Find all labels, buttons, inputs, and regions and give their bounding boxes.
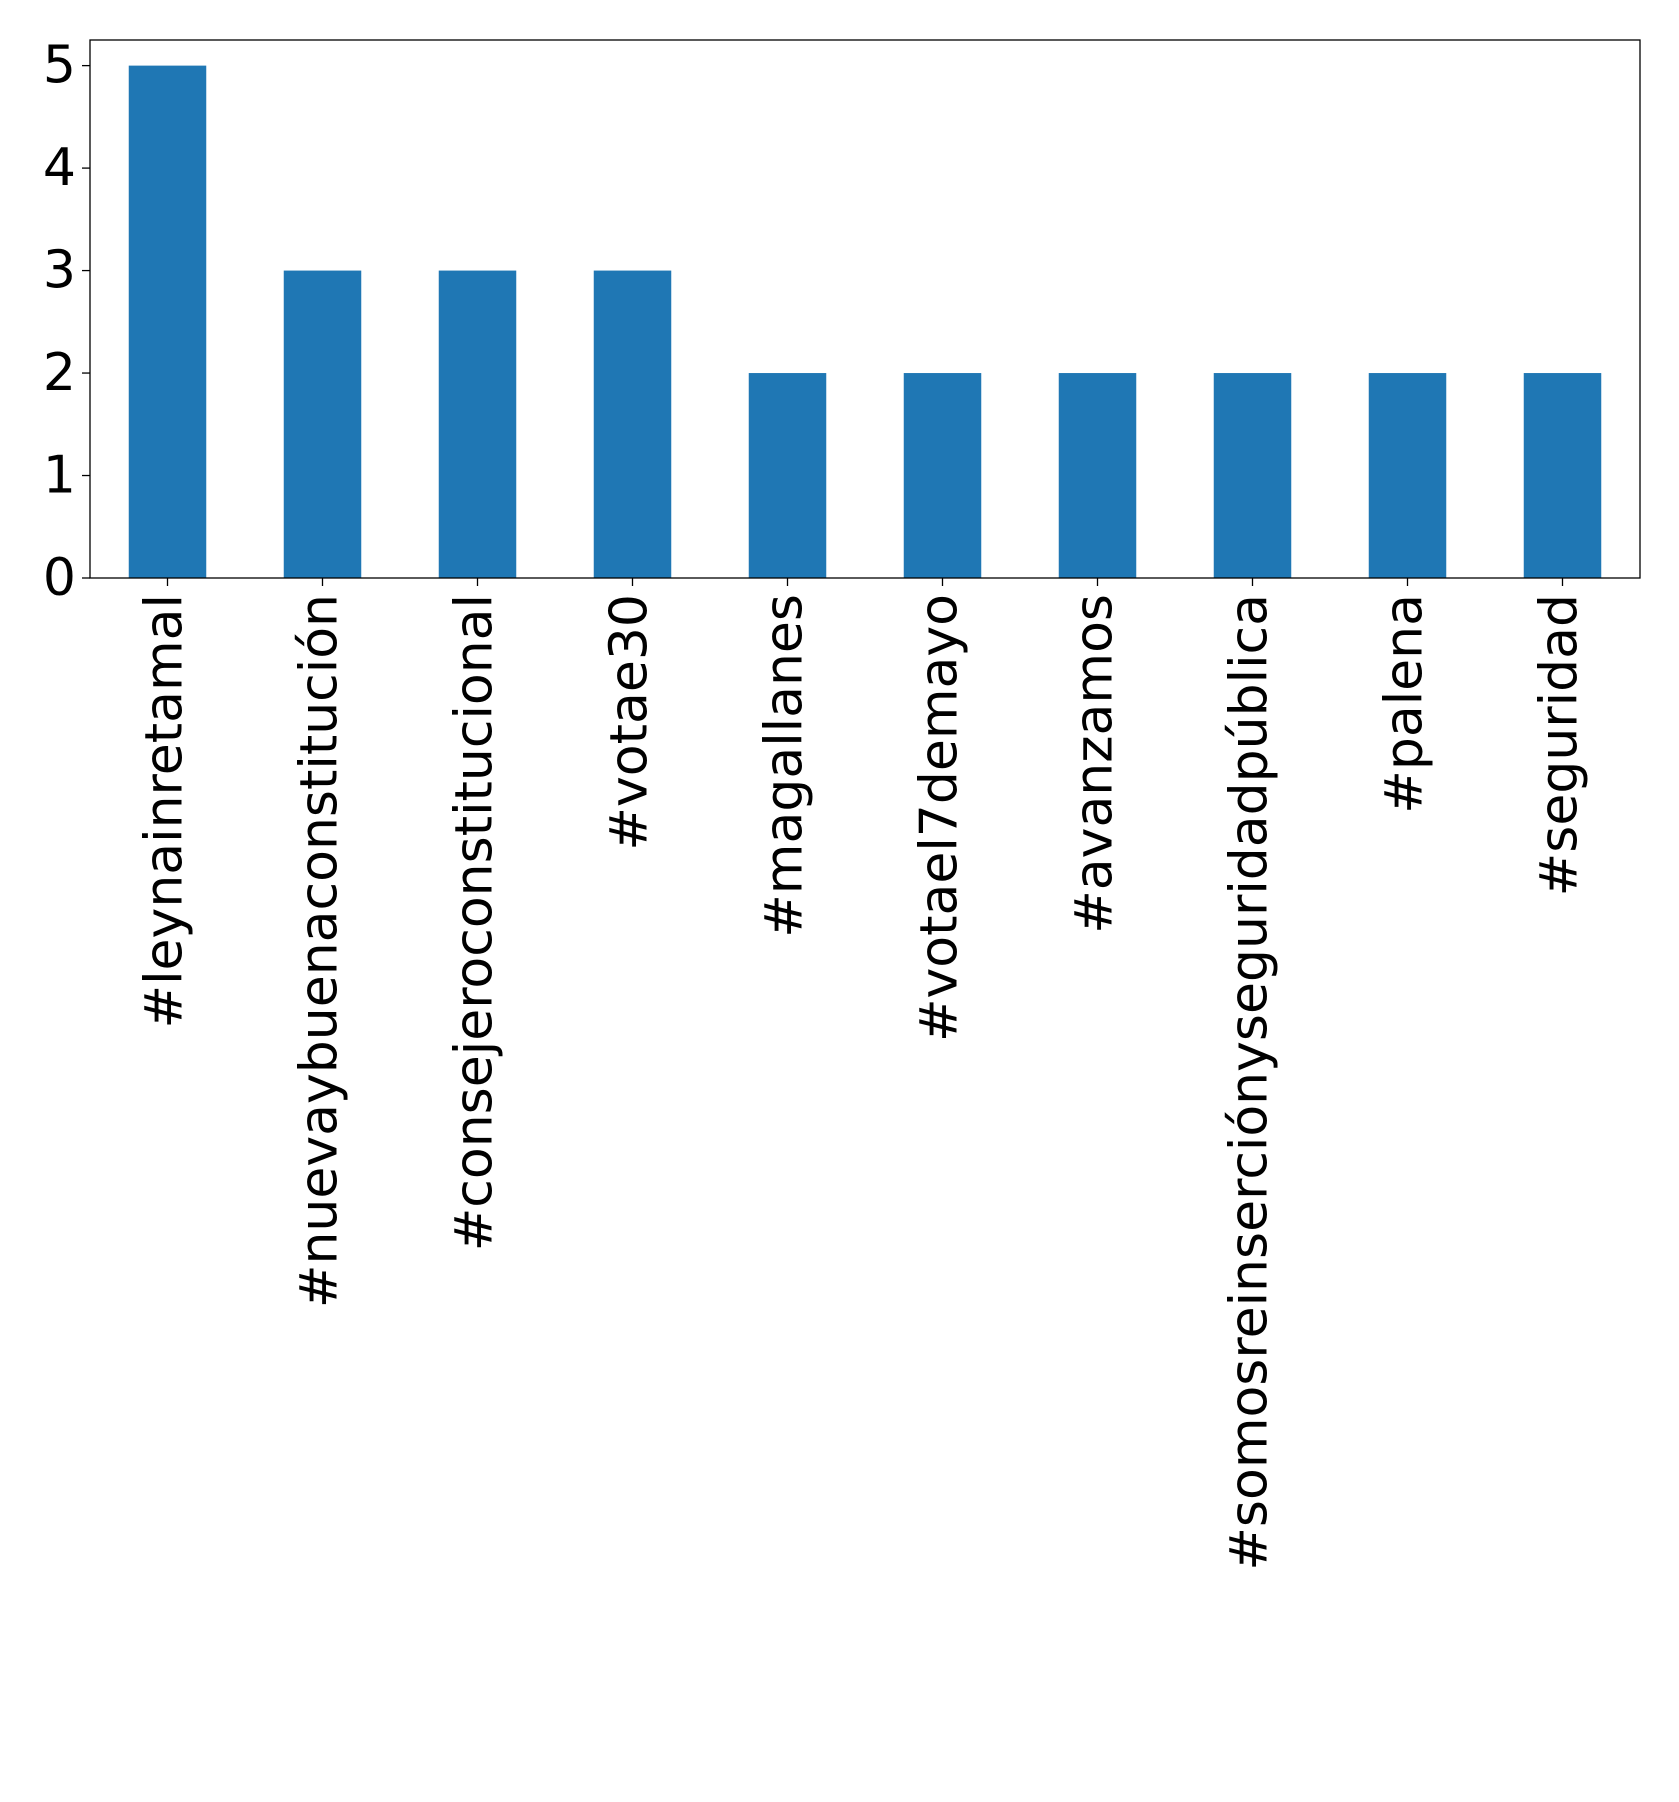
bar	[128, 65, 207, 579]
x-tick-label: #palena	[1375, 594, 1435, 814]
bar	[438, 270, 517, 578]
bar	[593, 270, 672, 578]
x-tick-label: #consejeroconstitucional	[445, 594, 505, 1251]
y-tick-label: 2	[43, 343, 76, 403]
y-tick-label: 3	[43, 241, 76, 301]
bar	[1368, 373, 1447, 578]
bar	[1213, 373, 1292, 578]
x-tick-label: #somosreinserciónyseguridadpública	[1220, 594, 1280, 1571]
x-tick-label: #leynainretamal	[135, 594, 195, 1028]
bar	[283, 270, 362, 578]
y-axis: 0 1 2 3 4 5	[43, 36, 90, 608]
bars-group	[128, 65, 1602, 579]
x-tick-label: #votae30	[600, 594, 660, 851]
bar	[903, 373, 982, 578]
y-tick-label: 0	[43, 548, 76, 608]
x-tick-label: #magallanes	[755, 594, 815, 938]
bar	[748, 373, 827, 578]
x-tick-label: #avanzamos	[1065, 594, 1125, 934]
bar	[1523, 373, 1602, 578]
y-tick-label: 1	[43, 446, 76, 506]
y-tick-label: 5	[43, 36, 76, 96]
x-axis: #leynainretamal #nuevaybuenaconstitución #…	[135, 578, 1590, 1571]
bar	[1058, 373, 1137, 578]
y-tick-label: 4	[43, 138, 76, 198]
plot-frame	[89, 39, 1641, 579]
x-tick-label: #votael7demayo	[910, 594, 970, 1042]
x-tick-label: #seguridad	[1530, 594, 1590, 896]
x-tick-label: #nuevaybuenaconstitución	[290, 594, 350, 1308]
